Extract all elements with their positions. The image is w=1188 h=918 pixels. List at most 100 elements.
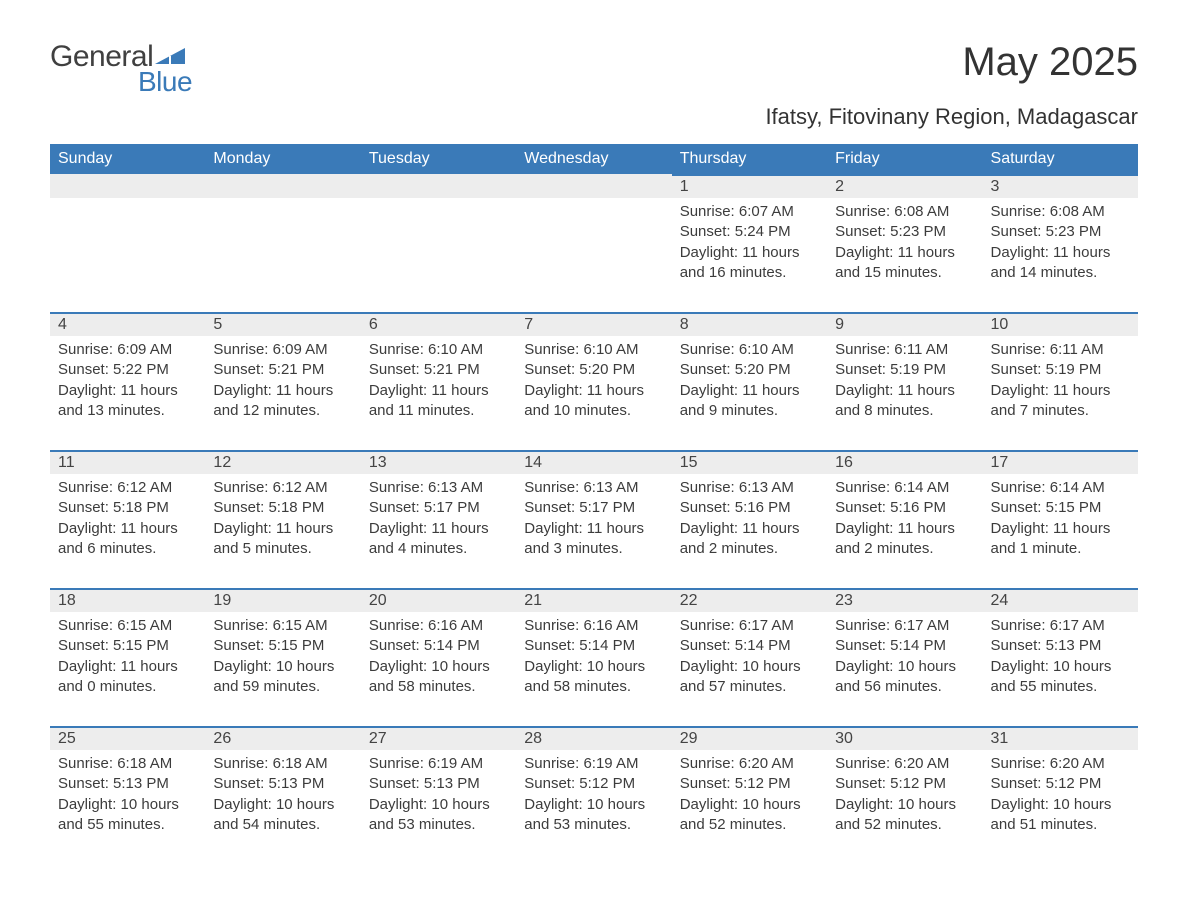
daylight-text: Daylight: 11 hours and 14 minutes. [991, 243, 1130, 284]
sunset-text: Sunset: 5:17 PM [369, 498, 508, 518]
calendar-cell: 12Sunrise: 6:12 AMSunset: 5:18 PMDayligh… [205, 450, 360, 588]
calendar-week-row: 4Sunrise: 6:09 AMSunset: 5:22 PMDaylight… [50, 312, 1138, 450]
daylight-text: Daylight: 10 hours and 58 minutes. [524, 657, 663, 698]
sunset-text: Sunset: 5:24 PM [680, 222, 819, 242]
daylight-text: Daylight: 11 hours and 16 minutes. [680, 243, 819, 284]
daylight-text: Daylight: 11 hours and 1 minute. [991, 519, 1130, 560]
sunset-text: Sunset: 5:12 PM [524, 774, 663, 794]
calendar-cell: 23Sunrise: 6:17 AMSunset: 5:14 PMDayligh… [827, 588, 982, 726]
sunrise-text: Sunrise: 6:12 AM [58, 478, 197, 498]
day-number: 1 [672, 174, 827, 198]
calendar-cell [361, 174, 516, 312]
calendar-cell: 15Sunrise: 6:13 AMSunset: 5:16 PMDayligh… [672, 450, 827, 588]
daylight-text: Daylight: 10 hours and 52 minutes. [835, 795, 974, 836]
daylight-text: Daylight: 11 hours and 10 minutes. [524, 381, 663, 422]
day-number: 26 [205, 726, 360, 750]
calendar-cell: 18Sunrise: 6:15 AMSunset: 5:15 PMDayligh… [50, 588, 205, 726]
daylight-text: Daylight: 11 hours and 9 minutes. [680, 381, 819, 422]
calendar-cell: 1Sunrise: 6:07 AMSunset: 5:24 PMDaylight… [672, 174, 827, 312]
day-number: 12 [205, 450, 360, 474]
day-details: Sunrise: 6:11 AMSunset: 5:19 PMDaylight:… [827, 336, 982, 429]
sunset-text: Sunset: 5:16 PM [680, 498, 819, 518]
daylight-text: Daylight: 10 hours and 55 minutes. [58, 795, 197, 836]
calendar-week-row: 11Sunrise: 6:12 AMSunset: 5:18 PMDayligh… [50, 450, 1138, 588]
day-number: 29 [672, 726, 827, 750]
daylight-text: Daylight: 11 hours and 15 minutes. [835, 243, 974, 284]
sunrise-text: Sunrise: 6:09 AM [58, 340, 197, 360]
sunrise-text: Sunrise: 6:13 AM [369, 478, 508, 498]
day-details: Sunrise: 6:08 AMSunset: 5:23 PMDaylight:… [827, 198, 982, 291]
sunrise-text: Sunrise: 6:10 AM [680, 340, 819, 360]
sunrise-text: Sunrise: 6:10 AM [524, 340, 663, 360]
sunset-text: Sunset: 5:13 PM [213, 774, 352, 794]
sunset-text: Sunset: 5:20 PM [524, 360, 663, 380]
calendar-week-row: 1Sunrise: 6:07 AMSunset: 5:24 PMDaylight… [50, 174, 1138, 312]
calendar-cell: 30Sunrise: 6:20 AMSunset: 5:12 PMDayligh… [827, 726, 982, 864]
day-details: Sunrise: 6:17 AMSunset: 5:13 PMDaylight:… [983, 612, 1138, 705]
sunrise-text: Sunrise: 6:13 AM [524, 478, 663, 498]
calendar-cell: 7Sunrise: 6:10 AMSunset: 5:20 PMDaylight… [516, 312, 671, 450]
sunrise-text: Sunrise: 6:20 AM [835, 754, 974, 774]
daylight-text: Daylight: 10 hours and 53 minutes. [524, 795, 663, 836]
day-number: 8 [672, 312, 827, 336]
calendar-table: SundayMondayTuesdayWednesdayThursdayFrid… [50, 144, 1138, 864]
daylight-text: Daylight: 10 hours and 57 minutes. [680, 657, 819, 698]
day-details: Sunrise: 6:14 AMSunset: 5:16 PMDaylight:… [827, 474, 982, 567]
daylight-text: Daylight: 11 hours and 6 minutes. [58, 519, 197, 560]
day-details: Sunrise: 6:10 AMSunset: 5:20 PMDaylight:… [672, 336, 827, 429]
daylight-text: Daylight: 11 hours and 11 minutes. [369, 381, 508, 422]
day-details: Sunrise: 6:15 AMSunset: 5:15 PMDaylight:… [50, 612, 205, 705]
calendar-cell: 13 Sunrise: 6:13 AMSunset: 5:17 PMDayligh… [361, 450, 516, 588]
day-number: 13 [361, 450, 516, 474]
daylight-text: Daylight: 11 hours and 8 minutes. [835, 381, 974, 422]
sunset-text: Sunset: 5:19 PM [991, 360, 1130, 380]
sunset-text: Sunset: 5:18 PM [213, 498, 352, 518]
weekday-header: Thursday [672, 144, 827, 174]
weekday-header: Tuesday [361, 144, 516, 174]
calendar-cell: 20Sunrise: 6:16 AMSunset: 5:14 PMDayligh… [361, 588, 516, 726]
sunset-text: Sunset: 5:12 PM [680, 774, 819, 794]
day-details: Sunrise: 6:17 AMSunset: 5:14 PMDaylight:… [672, 612, 827, 705]
calendar-cell: 24Sunrise: 6:17 AMSunset: 5:13 PMDayligh… [983, 588, 1138, 726]
day-details: Sunrise: 6:16 AMSunset: 5:14 PMDaylight:… [361, 612, 516, 705]
sunset-text: Sunset: 5:18 PM [58, 498, 197, 518]
calendar-cell: 21Sunrise: 6:16 AMSunset: 5:14 PMDayligh… [516, 588, 671, 726]
calendar-cell: 16Sunrise: 6:14 AMSunset: 5:16 PMDayligh… [827, 450, 982, 588]
calendar-week-row: 25Sunrise: 6:18 AMSunset: 5:13 PMDayligh… [50, 726, 1138, 864]
day-number: 19 [205, 588, 360, 612]
day-details: Sunrise: 6:10 AMSunset: 5:21 PMDaylight:… [361, 336, 516, 429]
calendar-cell [50, 174, 205, 312]
day-details: Sunrise: 6:16 AMSunset: 5:14 PMDaylight:… [516, 612, 671, 705]
day-details: Sunrise: 6:09 AMSunset: 5:22 PMDaylight:… [50, 336, 205, 429]
calendar-cell: 19Sunrise: 6:15 AMSunset: 5:15 PMDayligh… [205, 588, 360, 726]
day-number: 23 [827, 588, 982, 612]
day-details: Sunrise: 6:11 AMSunset: 5:19 PMDaylight:… [983, 336, 1138, 429]
page-title: May 2025 [962, 40, 1138, 85]
day-number: 6 [361, 312, 516, 336]
day-details: Sunrise: 6:08 AMSunset: 5:23 PMDaylight:… [983, 198, 1138, 291]
empty-day-bar [50, 174, 205, 198]
sunset-text: Sunset: 5:13 PM [991, 636, 1130, 656]
day-number: 11 [50, 450, 205, 474]
sunrise-text: Sunrise: 6:08 AM [991, 202, 1130, 222]
calendar-cell: 31Sunrise: 6:20 AMSunset: 5:12 PMDayligh… [983, 726, 1138, 864]
calendar-cell: 3Sunrise: 6:08 AMSunset: 5:23 PMDaylight… [983, 174, 1138, 312]
day-details: Sunrise: 6:14 AMSunset: 5:15 PMDaylight:… [983, 474, 1138, 567]
calendar-cell: 6Sunrise: 6:10 AMSunset: 5:21 PMDaylight… [361, 312, 516, 450]
weekday-header: Saturday [983, 144, 1138, 174]
day-number: 17 [983, 450, 1138, 474]
sunset-text: Sunset: 5:15 PM [58, 636, 197, 656]
day-details: Sunrise: 6:20 AMSunset: 5:12 PMDaylight:… [827, 750, 982, 843]
daylight-text: Daylight: 10 hours and 58 minutes. [369, 657, 508, 698]
day-number: 31 [983, 726, 1138, 750]
sunset-text: Sunset: 5:23 PM [991, 222, 1130, 242]
sunrise-text: Sunrise: 6:20 AM [991, 754, 1130, 774]
daylight-text: Daylight: 11 hours and 13 minutes. [58, 381, 197, 422]
sunset-text: Sunset: 5:12 PM [991, 774, 1130, 794]
daylight-text: Daylight: 11 hours and 4 minutes. [369, 519, 508, 560]
daylight-text: Daylight: 10 hours and 59 minutes. [213, 657, 352, 698]
daylight-text: Daylight: 11 hours and 7 minutes. [991, 381, 1130, 422]
calendar-cell: 8Sunrise: 6:10 AMSunset: 5:20 PMDaylight… [672, 312, 827, 450]
sunrise-text: Sunrise: 6:20 AM [680, 754, 819, 774]
day-number: 9 [827, 312, 982, 336]
